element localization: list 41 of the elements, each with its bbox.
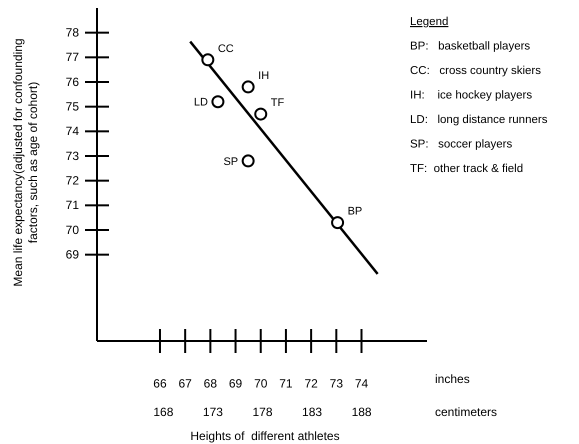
annotation: SP [223,156,238,168]
x-tick-label: 74 [354,376,368,391]
annotation: LD: long distance runners [410,114,548,126]
annotation: BP [348,206,362,218]
x-tick-label: 72 [304,376,318,391]
y-tick-label: 76 [66,74,80,89]
y-tick-label: 78 [66,26,80,40]
annotation: CC [218,42,234,55]
x2-tick-label: 178 [252,405,273,419]
annotation: SP: soccer players [410,138,513,150]
x2-tick-label: 183 [302,405,322,419]
annotation: LD [194,96,208,109]
text: centimeters [435,405,498,419]
y-tick-label: 70 [66,222,80,237]
x-axis-title: Heights of different athletes [190,429,340,443]
x-tick-label: 70 [254,376,268,391]
annotation: TF [270,97,284,110]
x-tick-label: 71 [279,376,293,391]
text: inches [435,372,470,386]
y-tick-label: 73 [66,148,80,163]
annotation: Legend [410,16,448,28]
x-tick-label: 73 [330,376,344,391]
x2-tick-label: 168 [153,405,174,419]
x-tick-label: 69 [228,376,243,391]
annotation: TF: other track & field [410,163,524,175]
annotation: BP: basketball players [410,40,530,52]
x-tick-label: 67 [178,376,192,391]
x2-tick-label: 188 [352,405,372,419]
y-tick-label: 71 [66,198,80,212]
x2-tick-label: 173 [202,405,224,419]
x-tick-label: 66 [153,376,167,391]
y-tick-label: 77 [66,50,80,64]
annotation: IH [258,70,270,82]
x-tick-label: 68 [204,376,218,391]
y-tick-label: 72 [66,174,80,188]
y-tick-label: 74 [66,124,80,138]
y-axis-title: Mean life expectancy(adjusted for confounding factors, such as age of cohort) [11,38,40,287]
y-tick-label: 69 [66,248,80,262]
annotation: CC: cross country skiers [410,65,542,77]
y-tick-label: 75 [66,100,80,114]
annotation: IH: ice hockey players [410,90,532,102]
